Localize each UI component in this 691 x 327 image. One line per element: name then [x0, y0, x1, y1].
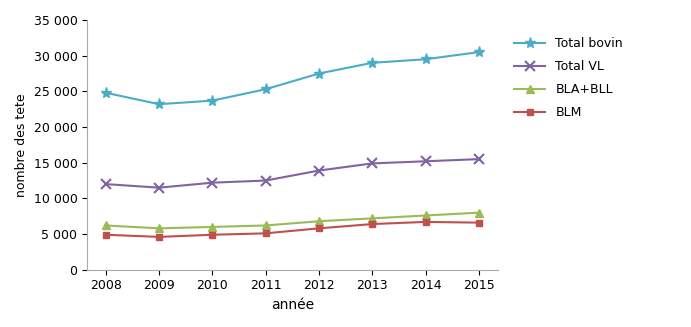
BLM [155, 235, 163, 239]
BLM [102, 233, 110, 237]
Line: Total VL: Total VL [101, 154, 484, 193]
Y-axis label: nombre des tete: nombre des tete [15, 93, 28, 197]
BLM [368, 222, 377, 226]
BLM [261, 232, 269, 235]
BLA+BLL [102, 224, 110, 228]
Total VL [102, 182, 110, 186]
Total VL [208, 181, 216, 185]
Line: BLA+BLL: BLA+BLL [102, 209, 483, 232]
X-axis label: année: année [271, 298, 314, 312]
Total bovin [102, 91, 110, 95]
Line: BLM: BLM [102, 218, 482, 240]
Total bovin [208, 99, 216, 103]
Total VL [315, 169, 323, 173]
BLA+BLL [208, 225, 216, 229]
BLM [315, 226, 323, 230]
BLA+BLL [315, 219, 323, 223]
Total bovin [368, 61, 377, 65]
BLM [422, 220, 430, 224]
Total bovin [261, 87, 269, 91]
Total VL [155, 186, 163, 190]
Total VL [368, 162, 377, 165]
BLA+BLL [155, 226, 163, 230]
Legend: Total bovin, Total VL, BLA+BLL, BLM: Total bovin, Total VL, BLA+BLL, BLM [508, 31, 630, 126]
BLA+BLL [475, 211, 483, 215]
Total bovin [475, 50, 483, 54]
BLA+BLL [261, 224, 269, 228]
BLM [475, 221, 483, 225]
Total bovin [315, 72, 323, 76]
Total bovin [422, 57, 430, 61]
Total VL [422, 159, 430, 163]
BLA+BLL [422, 214, 430, 217]
BLA+BLL [368, 216, 377, 220]
Total VL [475, 157, 483, 161]
BLM [208, 233, 216, 237]
Total VL [261, 179, 269, 182]
Total bovin [155, 102, 163, 106]
Line: Total bovin: Total bovin [100, 46, 484, 110]
